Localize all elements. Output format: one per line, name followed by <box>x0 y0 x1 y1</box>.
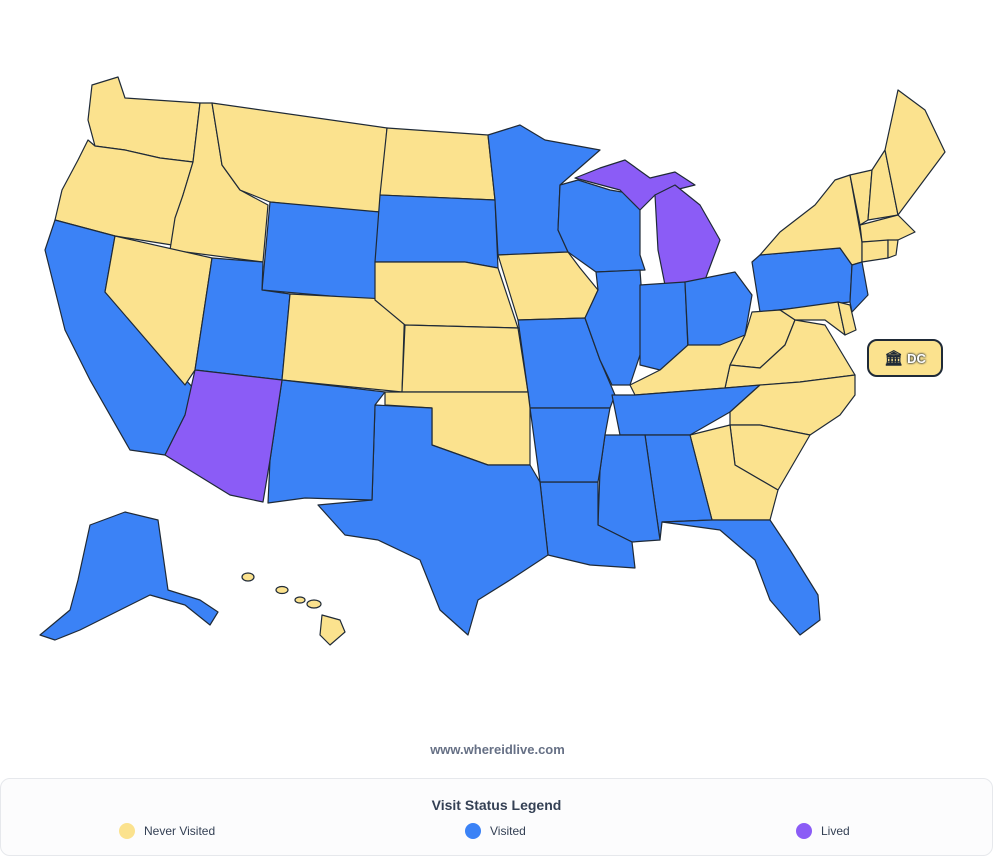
state-fl[interactable] <box>661 519 821 636</box>
legend-dot-lived <box>796 823 812 839</box>
dc-label: DC <box>907 350 926 366</box>
legend-item-visited: Visited <box>465 823 526 839</box>
state-ct[interactable] <box>861 239 889 263</box>
legend-title: Visit Status Legend <box>431 797 562 813</box>
legend-label: Never Visited <box>144 824 216 838</box>
state-mi-up[interactable] <box>574 159 696 211</box>
legend-label: Visited <box>490 824 526 838</box>
state-me[interactable] <box>884 89 946 216</box>
state-ne[interactable] <box>374 261 519 329</box>
state-ks[interactable] <box>401 324 529 393</box>
legend-item-never-visited: Never Visited <box>119 823 215 839</box>
state-tx[interactable] <box>317 404 549 636</box>
state-nm[interactable] <box>267 379 386 504</box>
state-la[interactable] <box>539 481 636 569</box>
state-nc[interactable] <box>729 374 856 436</box>
us-map <box>39 76 946 646</box>
state-hi[interactable] <box>241 572 346 646</box>
state-az[interactable] <box>164 369 283 503</box>
state-wi[interactable] <box>557 179 646 273</box>
state-ak[interactable] <box>39 511 219 641</box>
legend-item-lived: Lived <box>796 823 850 839</box>
bank-icon: 🏛 <box>884 349 904 367</box>
state-de[interactable] <box>837 301 857 336</box>
dc-badge[interactable]: 🏛 DC <box>867 339 943 377</box>
state-nv[interactable] <box>104 235 213 386</box>
state-ar[interactable] <box>529 407 611 483</box>
legend-label: Lived <box>821 824 850 838</box>
state-ny[interactable] <box>759 174 863 266</box>
state-mi[interactable] <box>654 184 721 286</box>
legend-dot-never-visited <box>119 823 135 839</box>
state-wy[interactable] <box>261 201 381 301</box>
state-nd[interactable] <box>379 127 496 201</box>
state-ri[interactable] <box>887 239 899 259</box>
site-url: www.whereidlive.com <box>430 742 565 757</box>
state-ma[interactable] <box>859 214 916 243</box>
legend-dot-visited <box>465 823 481 839</box>
state-nj[interactable] <box>849 261 869 313</box>
legend-panel: Visit Status Legend Never Visited Visite… <box>0 778 993 856</box>
state-sd[interactable] <box>374 194 499 269</box>
